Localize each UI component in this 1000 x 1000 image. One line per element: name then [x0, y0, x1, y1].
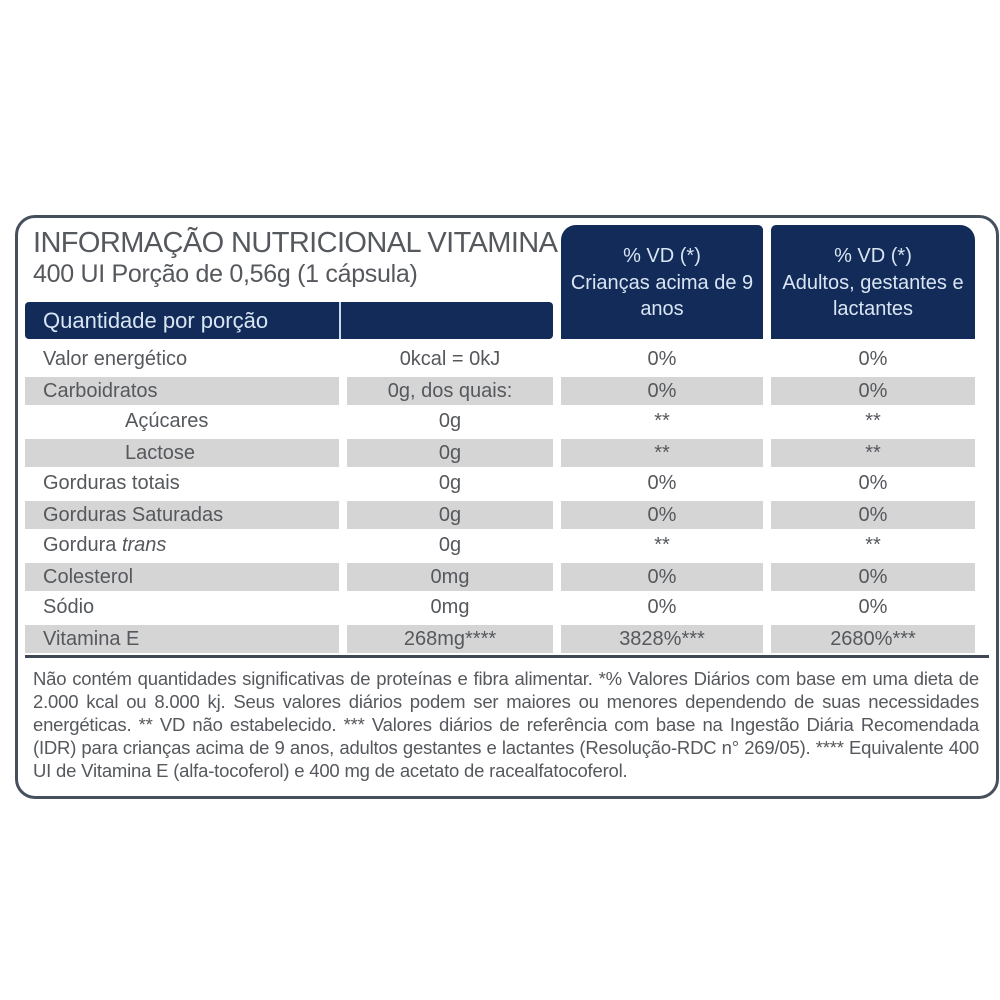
row-label: Açúcares [25, 406, 339, 437]
row-vd-adults: 0% [771, 561, 975, 592]
column-divider [339, 302, 341, 339]
row-quantity: 0kcal = 0kJ [399, 348, 501, 370]
table-row: Carboidratos 0g, dos quais: 0% 0% [25, 375, 989, 406]
row-vd-adults: 0% [858, 472, 888, 494]
row-label-text: Vitamina E [43, 627, 140, 650]
row-vd-adults: 0% [771, 499, 975, 530]
row-vd-children: 3828%*** [561, 623, 763, 654]
row-label-text: Colesterol [43, 565, 134, 588]
table-row: Gordura trans 0g ** ** [25, 530, 989, 561]
row-vd-children: 0% [647, 348, 677, 370]
row-quantity: 0g, dos quais: [347, 375, 553, 406]
row-vd-children: 0% [561, 375, 763, 406]
table-row: Valor energético 0kcal = 0kJ 0% 0% [25, 344, 989, 375]
row-label-text: Gorduras totais [43, 472, 180, 494]
table-row: Açúcares 0g ** ** [25, 406, 989, 437]
row-label: Sódio [25, 592, 339, 623]
row-vd-children: 0% [561, 499, 763, 530]
table-row: Gorduras Saturadas 0g 0% 0% [25, 499, 989, 530]
row-label: Gorduras totais [25, 468, 339, 499]
row-vd-children: ** [654, 410, 670, 432]
row-vd-adults: 2680%*** [771, 623, 975, 654]
row-vd-adults: 0% [858, 596, 888, 618]
row-label: Carboidratos [25, 375, 339, 406]
row-label: Vitamina E [25, 623, 339, 654]
nutrition-facts-panel: INFORMAÇÃO NUTRICIONAL VITAMINA E 400 UI… [15, 215, 999, 799]
title-line-1: INFORMAÇÃO NUTRICIONAL VITAMINA E [33, 227, 583, 259]
row-label-text: Açúcares [125, 410, 209, 432]
row-quantity: 0g [438, 534, 462, 556]
vd-adults-header: % VD (*) Adultos, gestantes e lactantes [771, 225, 975, 339]
table-row: Lactose 0g ** ** [25, 437, 989, 468]
row-quantity: 0g [347, 437, 553, 468]
row-quantity: 0g [347, 499, 553, 530]
row-label-text: Lactose [125, 441, 196, 464]
row-vd-adults: 0% [771, 375, 975, 406]
row-label: Colesterol [25, 561, 339, 592]
row-label-text: Gorduras Saturadas [43, 503, 224, 526]
row-quantity: 0mg [347, 561, 553, 592]
vd-children-header: % VD (*) Crianças acima de 9 anos [561, 225, 763, 339]
table-bottom-rule [25, 655, 989, 658]
row-quantity: 0mg [430, 596, 470, 618]
panel-header: INFORMAÇÃO NUTRICIONAL VITAMINA E 400 UI… [25, 225, 989, 339]
row-quantity: 0g [438, 472, 462, 494]
row-vd-children: ** [561, 437, 763, 468]
row-vd-children: ** [654, 534, 670, 556]
vd-adults-header-line1: % VD (*) [834, 244, 912, 267]
table-row: Gorduras totais 0g 0% 0% [25, 468, 989, 499]
row-vd-children: 0% [647, 472, 677, 494]
row-vd-adults: ** [865, 410, 881, 432]
footnote-text: Não contém quantidades significativas de… [33, 668, 979, 781]
table-row: Vitamina E 268mg**** 3828%*** 2680%*** [25, 623, 989, 654]
table-row: Sódio 0mg 0% 0% [25, 592, 989, 623]
row-label-text: Valor energético [43, 348, 188, 370]
row-label: Gorduras Saturadas [25, 499, 339, 530]
row-label: Valor energético [25, 344, 339, 375]
row-vd-children: 0% [647, 596, 677, 618]
row-quantity: 0g [438, 410, 462, 432]
row-vd-adults: ** [771, 437, 975, 468]
row-label-text: Sódio [43, 596, 95, 618]
panel-title: INFORMAÇÃO NUTRICIONAL VITAMINA E 400 UI… [25, 225, 583, 289]
row-label: Lactose [25, 437, 339, 468]
row-quantity: 268mg**** [347, 623, 553, 654]
vd-adults-header-line2: Adultos, gestantes e lactantes [782, 271, 964, 320]
row-label: Gordura trans [25, 530, 339, 561]
row-label-text: Gordura [43, 534, 117, 556]
row-vd-adults: 0% [858, 348, 888, 370]
row-vd-children: 0% [561, 561, 763, 592]
vd-children-header-line1: % VD (*) [623, 244, 701, 267]
title-line-2: 400 UI Porção de 0,56g (1 cápsula) [33, 260, 418, 288]
quantity-header-label: Quantidade por porção [43, 307, 269, 333]
nutrient-rows: Valor energético 0kcal = 0kJ 0% 0% Carbo… [25, 344, 989, 654]
vd-children-header-line2: Crianças acima de 9 anos [570, 271, 754, 320]
quantity-per-serving-header: Quantidade por porção [25, 302, 553, 339]
row-label-text: Carboidratos [43, 379, 158, 402]
title-and-quantity-header: INFORMAÇÃO NUTRICIONAL VITAMINA E 400 UI… [25, 225, 583, 339]
row-vd-adults: ** [865, 534, 881, 556]
row-label-italic: trans [121, 534, 167, 556]
table-row: Colesterol 0mg 0% 0% [25, 561, 989, 592]
